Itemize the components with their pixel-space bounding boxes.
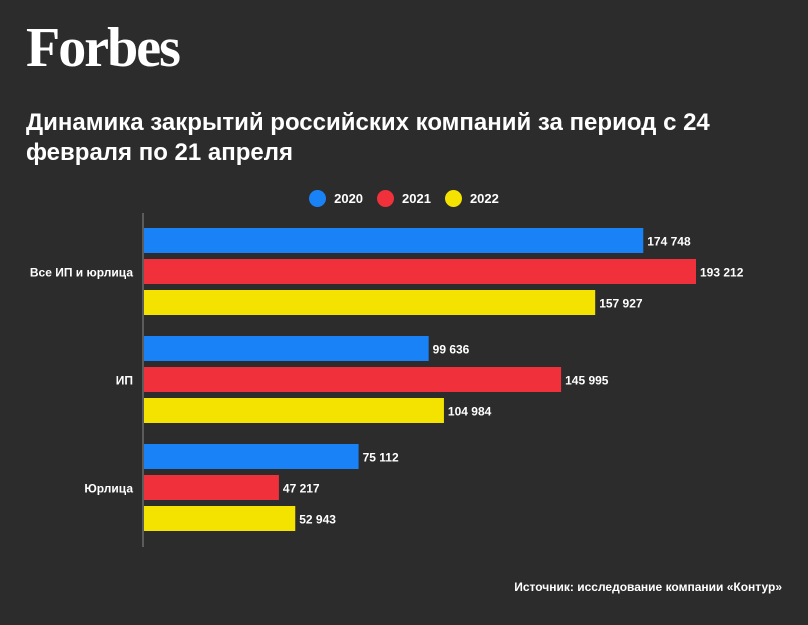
legend-dot-icon bbox=[377, 190, 395, 207]
data-label: 145 995 bbox=[565, 374, 609, 388]
bar-2021 bbox=[144, 367, 562, 392]
data-label: 75 112 bbox=[363, 451, 399, 465]
legend-dot-icon bbox=[309, 190, 327, 207]
bar-2021 bbox=[144, 259, 696, 284]
data-label: 104 984 bbox=[448, 405, 492, 419]
legend-label: 2020 bbox=[334, 191, 364, 206]
legend-label: 2022 bbox=[469, 191, 499, 206]
legend-label: 2021 bbox=[402, 191, 431, 206]
bar-2021 bbox=[144, 475, 279, 500]
data-label: 193 212 bbox=[700, 266, 744, 280]
data-label: 174 748 bbox=[647, 235, 691, 249]
chart-legend: 2020 2021 2022 bbox=[0, 190, 808, 207]
bar-2020 bbox=[144, 336, 429, 361]
chart-title: Динамика закрытий российских компаний за… bbox=[26, 109, 710, 166]
data-label: 99 636 bbox=[433, 343, 470, 357]
forbes-logo: Forbes bbox=[26, 17, 181, 79]
bar-2022 bbox=[144, 398, 444, 423]
legend-dot-icon bbox=[444, 190, 462, 207]
data-label: 52 943 bbox=[299, 513, 336, 527]
bar-2022 bbox=[144, 506, 296, 531]
category-label: Все ИП и юрлица bbox=[30, 266, 133, 280]
bar-2022 bbox=[144, 290, 596, 315]
data-label: 47 217 bbox=[283, 482, 320, 496]
bar-2020 bbox=[144, 444, 359, 469]
legend-item-2021: 2021 bbox=[377, 190, 431, 207]
bar-2020 bbox=[144, 228, 644, 253]
data-label: 157 927 bbox=[599, 297, 643, 311]
legend-item-2022: 2022 bbox=[444, 190, 499, 207]
category-label: ИП bbox=[116, 374, 133, 388]
category-label: Юрлица bbox=[84, 482, 133, 496]
source-note: Источник: исследование компании «Контур» bbox=[514, 580, 782, 594]
legend-item-2020: 2020 bbox=[309, 190, 363, 207]
